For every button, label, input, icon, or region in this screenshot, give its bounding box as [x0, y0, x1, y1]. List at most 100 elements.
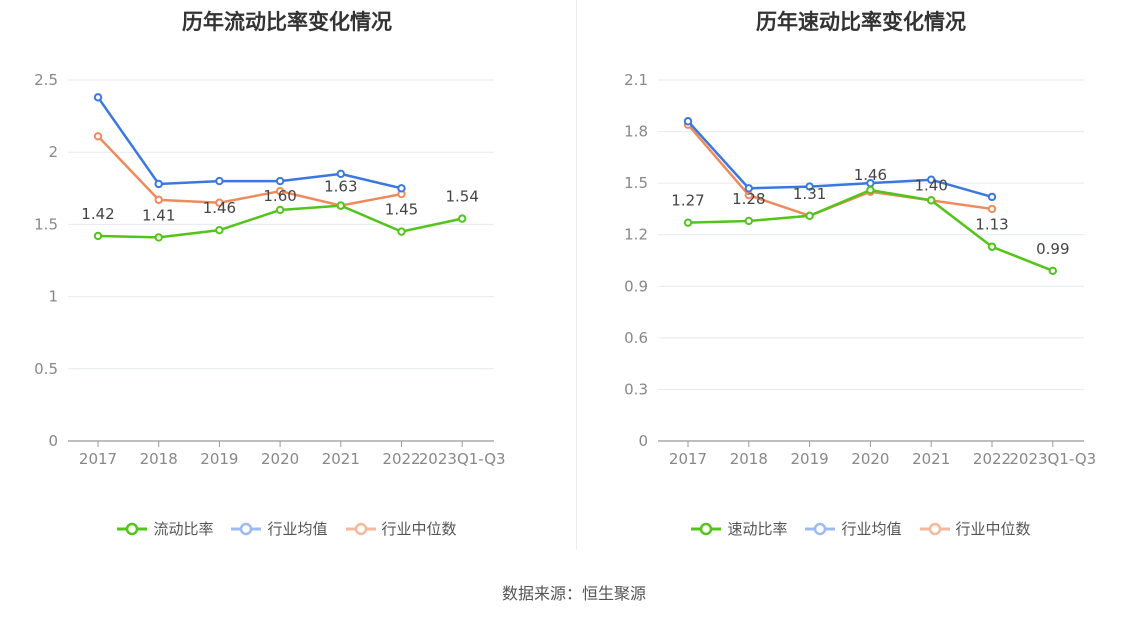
- data-source-caption: 数据来源：恒生聚源: [501, 584, 646, 603]
- y-tick-label: 1.5: [34, 215, 58, 233]
- x-tick-label: 2021: [912, 450, 950, 468]
- series-line: [96, 96, 402, 190]
- data-point: [987, 242, 997, 251]
- panel-divider: [576, 0, 577, 550]
- x-tick-label: 2022: [382, 450, 420, 468]
- x-tick-label: 2019: [791, 450, 829, 468]
- data-point: [336, 169, 345, 179]
- chart-title: 历年速动比率变化情况: [756, 10, 966, 34]
- x-tick-label: 2022: [973, 450, 1011, 468]
- data-point: [93, 132, 103, 141]
- x-tick-label: 2023Q1-Q3: [1009, 450, 1096, 468]
- y-tick-label: 2.1: [624, 71, 648, 89]
- x-tick-label: 2020: [851, 450, 889, 468]
- data-point: [866, 185, 875, 195]
- data-point: [397, 227, 406, 236]
- x-tick-label: 2018: [730, 450, 768, 468]
- data-label: 1.60: [263, 187, 296, 205]
- data-point: [215, 198, 224, 207]
- data-label: 1.54: [445, 188, 478, 206]
- legend-marker-icon: [345, 522, 376, 535]
- legend-item-series-3[interactable]: 行业中位数: [919, 518, 1031, 539]
- data-point: [744, 216, 754, 226]
- data-point: [93, 93, 103, 102]
- data-point: [215, 176, 224, 186]
- data-point: [927, 196, 936, 205]
- y-tick-label: 1: [48, 288, 58, 306]
- legend-label: 行业中位数: [955, 520, 1031, 538]
- data-point: [336, 201, 345, 210]
- data-label: 0.99: [1036, 240, 1069, 258]
- data-point: [215, 225, 224, 235]
- y-tick-label: 1.5: [624, 174, 648, 192]
- legend-item-series-2[interactable]: 行业均值: [231, 518, 328, 539]
- data-point: [275, 176, 285, 186]
- data-label: 1.42: [81, 205, 114, 223]
- data-label: 1.13: [975, 216, 1008, 234]
- legend-label: 流动比率: [153, 520, 214, 538]
- data-label: 1.41: [142, 206, 175, 224]
- legend: 速动比率 行业均值 行业中位数: [574, 518, 1148, 539]
- legend-marker-icon: [919, 522, 950, 535]
- data-point: [154, 179, 163, 189]
- data-point: [683, 218, 693, 227]
- x-tick-label: 2017: [669, 450, 707, 468]
- data-point: [93, 231, 103, 241]
- data-label: 1.31: [793, 185, 826, 203]
- legend-label: 行业均值: [267, 520, 328, 538]
- x-tick-label: 2017: [79, 450, 117, 468]
- series-line: [97, 135, 402, 207]
- legend-item-series-2[interactable]: 行业均值: [805, 518, 902, 539]
- chart-panel-current-ratio: 历年流动比率变化情况 0 0.5 1 1.5 2 2.5 2017 2018 2019 2020 2…: [0, 0, 574, 560]
- data-label: 1.27: [671, 192, 704, 210]
- data-point: [805, 182, 814, 191]
- data-point: [397, 184, 406, 193]
- data-label: 1.45: [385, 201, 418, 219]
- data-label: 1.46: [203, 199, 236, 217]
- legend: 流动比率 行业均值 行业中位数: [0, 518, 574, 539]
- data-label: 1.28: [732, 190, 765, 208]
- data-point: [275, 186, 285, 196]
- legend-item-series-3[interactable]: 行业中位数: [345, 518, 457, 539]
- data-point: [154, 233, 163, 242]
- data-point: [744, 184, 754, 193]
- y-tick-label: 0: [48, 432, 58, 450]
- x-tick-label: 2020: [261, 450, 299, 468]
- y-tick-label: 0.6: [624, 329, 648, 347]
- data-label: 1.40: [914, 176, 947, 194]
- data-point: [458, 214, 467, 223]
- data-label: 1.46: [854, 166, 887, 184]
- x-tick-label: 2019: [200, 450, 238, 468]
- data-point: [987, 192, 997, 202]
- legend-marker-icon: [805, 522, 836, 535]
- legend-marker-icon: [691, 522, 722, 535]
- chart-title: 历年流动比率变化情况: [182, 10, 392, 34]
- legend-label: 行业中位数: [381, 520, 457, 538]
- legend-label: 速动比率: [727, 520, 788, 538]
- y-tick-label: 1.2: [624, 226, 648, 244]
- x-tick-label: 2018: [140, 450, 178, 468]
- legend-label: 行业均值: [841, 520, 902, 538]
- y-tick-label: 0.5: [34, 360, 58, 378]
- data-point: [805, 211, 814, 221]
- x-tick-label: 2021: [322, 450, 360, 468]
- y-tick-label: 0.9: [624, 277, 648, 295]
- legend-item-series-1[interactable]: 速动比率: [691, 518, 787, 539]
- chart-plot: 0 0.3 0.6 0.9 1.2 1.5 1.8 2.1 2017 2018 2019 2020 20…: [624, 71, 1096, 468]
- data-point: [1048, 266, 1057, 276]
- data-point: [683, 117, 693, 126]
- series-line: [687, 120, 993, 199]
- data-label: 1.63: [324, 178, 357, 196]
- data-point: [987, 204, 997, 214]
- y-tick-label: 0: [638, 432, 648, 450]
- chart-panel-quick-ratio: 历年速动比率变化情况 0 0.3 0.6 0.9 1.2 1.5 1.8 2.1 2017 201…: [574, 0, 1148, 560]
- y-tick-label: 0.3: [624, 380, 648, 398]
- data-point: [927, 175, 936, 184]
- y-tick-label: 2.5: [34, 71, 58, 89]
- y-tick-label: 2: [48, 143, 58, 161]
- chart-plot: 0 0.5 1 1.5 2 2.5 2017 2018 2019 2020 2021 20222023…: [34, 71, 506, 468]
- legend-marker-icon: [231, 522, 262, 535]
- legend-item-series-1[interactable]: 流动比率: [117, 518, 213, 539]
- x-tick-label: 2023Q1-Q3: [419, 450, 506, 468]
- data-point: [154, 195, 163, 205]
